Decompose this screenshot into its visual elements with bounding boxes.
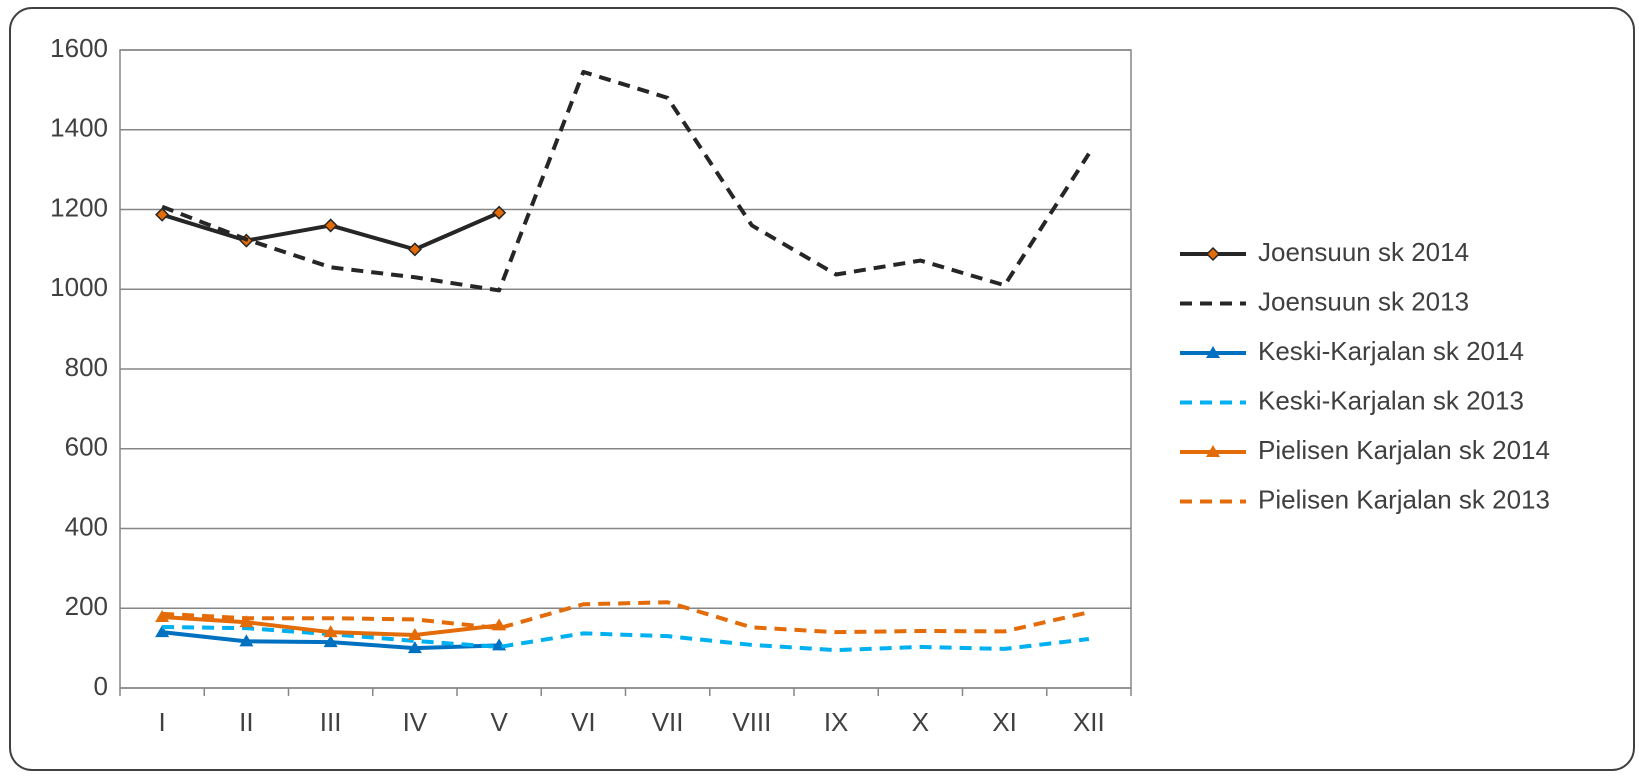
marker — [323, 635, 338, 648]
legend-label: Pielisen Karjalan sk 2014 — [1258, 435, 1550, 465]
legend-label: Joensuun sk 2013 — [1258, 286, 1469, 316]
marker — [1205, 246, 1221, 262]
series-line — [161, 69, 1091, 293]
x-tick-label: VII — [652, 707, 684, 737]
x-tick-label: I — [159, 707, 166, 737]
x-tick-label: III — [320, 707, 342, 737]
y-tick-label: 1000 — [50, 272, 108, 302]
legend-label: Keski-Karjalan sk 2013 — [1258, 385, 1524, 415]
marker — [323, 218, 338, 233]
chart-frame — [9, 7, 1635, 771]
marker — [155, 610, 170, 623]
marker — [155, 625, 170, 638]
x-tick-label: V — [490, 707, 508, 737]
x-tick-label: VIII — [732, 707, 771, 737]
y-tick-label: 1400 — [50, 113, 108, 143]
marker — [239, 615, 254, 628]
marker — [239, 634, 254, 647]
x-tick-label: XI — [992, 707, 1017, 737]
marker — [407, 627, 422, 640]
y-tick-label: 0 — [94, 671, 108, 701]
marker — [155, 207, 170, 222]
marker — [1206, 445, 1220, 457]
marker — [407, 242, 422, 257]
x-tick-label: IV — [403, 707, 428, 737]
x-tick-label: X — [912, 707, 929, 737]
marker — [407, 641, 422, 654]
legend-label: Joensuun sk 2014 — [1258, 237, 1469, 267]
y-tick-label: 200 — [65, 591, 108, 621]
legend-label: Keski-Karjalan sk 2014 — [1258, 336, 1524, 366]
y-tick-label: 800 — [65, 352, 108, 382]
y-tick-label: 1600 — [50, 33, 108, 63]
series-line — [162, 624, 1090, 653]
x-tick-label: VI — [571, 707, 596, 737]
legend-label: Pielisen Karjalan sk 2013 — [1258, 484, 1550, 514]
marker — [323, 625, 338, 638]
marker — [1206, 346, 1220, 358]
y-tick-label: 600 — [65, 432, 108, 462]
y-tick-label: 1200 — [50, 192, 108, 222]
x-tick-label: II — [239, 707, 253, 737]
marker — [492, 205, 507, 220]
y-tick-label: 400 — [65, 511, 108, 541]
x-tick-label: XII — [1073, 707, 1105, 737]
x-tick-label: IX — [824, 707, 849, 737]
series-line — [162, 600, 1090, 635]
